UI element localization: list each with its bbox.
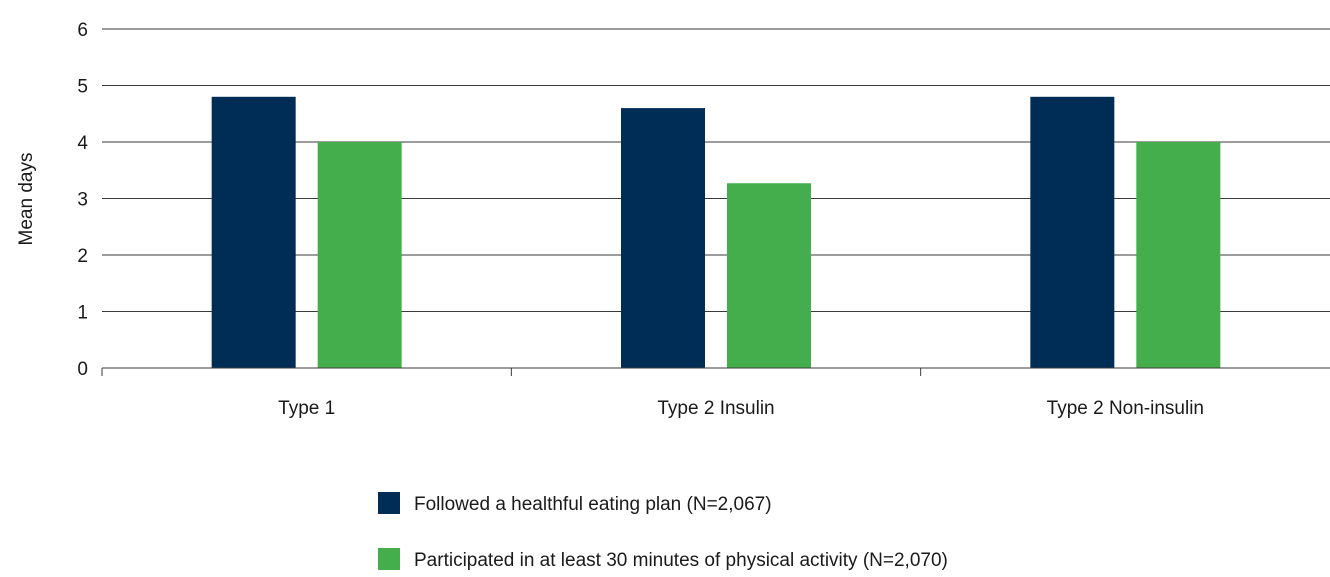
bar-type-2-insulin-series-1	[621, 108, 705, 368]
y-tick-label-1: 1	[77, 303, 88, 324]
y-tick-label-2: 2	[77, 246, 88, 267]
legend-label-series-1: Followed a healthful eating plan (N=2,06…	[414, 494, 772, 515]
bar-type-2-non-insulin-series-2	[1136, 142, 1221, 368]
y-axis-title: Mean days	[16, 153, 37, 246]
x-tick-label-type-2-non-insulin: Type 2 Non-insulin	[1047, 398, 1204, 419]
y-tick-label-6: 6	[77, 20, 88, 41]
y-tick-label-4: 4	[77, 133, 88, 154]
y-tick-label-0: 0	[77, 359, 88, 380]
legend-label-series-2: Participated in at least 30 minutes of p…	[414, 550, 948, 571]
bar-type-1-series-2	[317, 142, 402, 368]
x-tick-label-type-2-insulin: Type 2 Insulin	[657, 398, 774, 419]
legend: Followed a healthful eating plan (N=2,06…	[378, 492, 948, 571]
bar-type-1-series-1	[211, 96, 296, 369]
gridlines	[102, 28, 1330, 312]
y-tick-label-5: 5	[77, 77, 88, 98]
y-tick-label-3: 3	[77, 190, 88, 211]
x-tick-label-type-1: Type 1	[278, 398, 335, 419]
bar-type-2-non-insulin-series-1	[1030, 96, 1115, 369]
x-axis	[101, 367, 1330, 376]
bar-type-2-insulin-series-2	[727, 183, 811, 368]
bars	[211, 96, 1221, 369]
y-axis-ticks: 0 1 2 3 4 5 6	[77, 20, 88, 380]
x-axis-ticks: Type 1 Type 2 Insulin Type 2 Non-insulin	[278, 398, 1204, 419]
legend-swatch-series-2	[378, 548, 400, 570]
legend-swatch-series-1	[378, 492, 400, 514]
